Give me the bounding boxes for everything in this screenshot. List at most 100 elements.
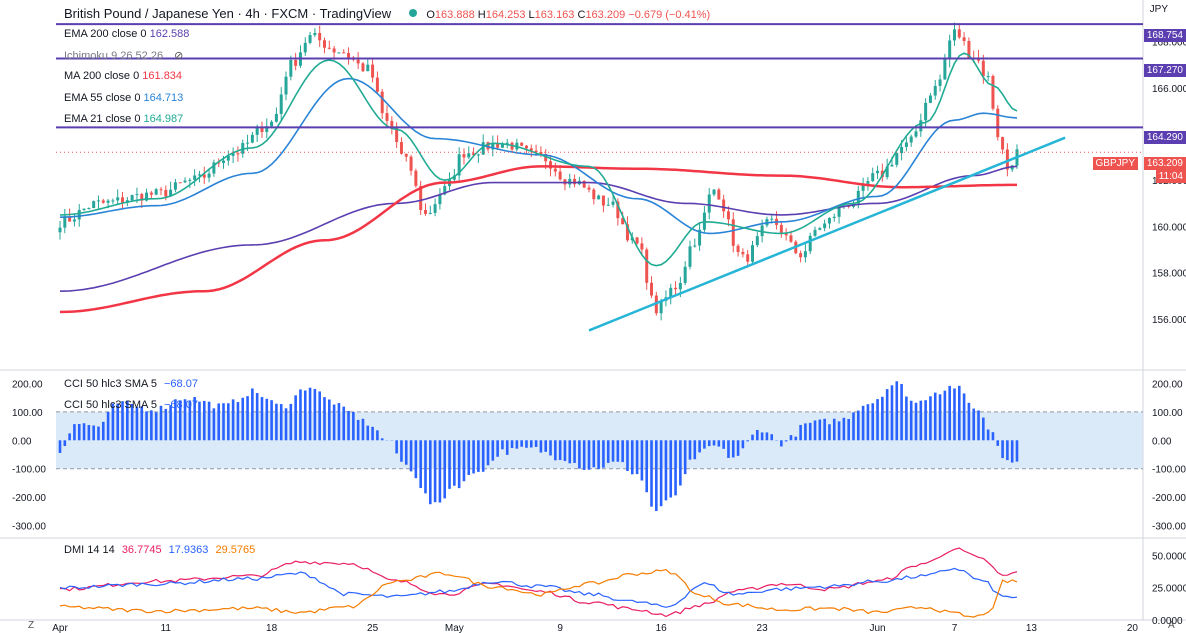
- candle-body: [111, 200, 115, 202]
- candle-body: [726, 211, 730, 220]
- price-tick-label: 160.000: [1152, 222, 1186, 233]
- cci-bar: [794, 436, 798, 441]
- cci-bar: [770, 434, 774, 441]
- cci-left-tick-label: 200.00: [12, 379, 43, 390]
- cci-bar: [404, 440, 408, 465]
- cci-bar: [967, 402, 971, 441]
- candle-body: [318, 32, 322, 41]
- candle-body: [77, 209, 81, 220]
- candle-body: [529, 148, 533, 151]
- zoom-corner-button[interactable]: Z: [28, 620, 35, 631]
- dmi-legend[interactable]: DMI 14 14 36.7745 17.9363 29.5765: [64, 544, 255, 556]
- candle-body: [606, 204, 610, 206]
- cci-bar: [270, 400, 273, 441]
- cci-bar: [361, 418, 365, 441]
- cci-bar: [236, 402, 240, 441]
- auto-scale-button[interactable]: A: [1168, 620, 1175, 631]
- candle-body: [452, 175, 456, 180]
- trend-line[interactable]: [588, 136, 1066, 332]
- cci-bar: [847, 419, 850, 441]
- candle-body: [342, 52, 346, 54]
- ma-line-2[interactable]: [59, 77, 1018, 235]
- cci-bar: [832, 418, 836, 441]
- cci-bar: [111, 403, 115, 441]
- time-tick-label: 20: [1127, 623, 1139, 633]
- hline-price-label-1: 168.754: [1143, 29, 1186, 42]
- cci-bar: [866, 404, 870, 441]
- ma-line-0[interactable]: [59, 165, 1018, 292]
- cci-bar: [558, 440, 562, 461]
- cci-bar: [520, 440, 523, 447]
- candle-body: [986, 75, 990, 77]
- legend-ema55-value: 164.713: [143, 92, 184, 104]
- cci-legend-2[interactable]: CCI 50 hlc3 SMA 5 −68.07: [64, 399, 198, 411]
- legend-ema200[interactable]: EMA 200 close 0 162.588: [64, 28, 189, 40]
- legend-ma200[interactable]: MA 200 close 0 161.834: [64, 70, 182, 82]
- legend-ema55[interactable]: EMA 55 close 0 164.713: [64, 92, 183, 104]
- dmi-line-2[interactable]: [59, 568, 1018, 618]
- candle-body: [943, 59, 947, 80]
- symbol-title: British Pound / Japanese Yen · 4h · FXCM…: [64, 6, 392, 21]
- cci-bar: [347, 410, 350, 441]
- ma-line-1[interactable]: [59, 165, 1017, 314]
- candle-body: [683, 266, 687, 283]
- cci-bar: [356, 419, 360, 441]
- candle-body: [380, 91, 384, 114]
- candle-body: [601, 195, 605, 206]
- cci-left-tick-label: -100.00: [12, 465, 46, 476]
- dmi-line-0[interactable]: [59, 547, 1018, 618]
- cci-bar: [549, 440, 552, 456]
- cci-bar: [938, 394, 942, 441]
- last-price-label: 163.209: [1143, 157, 1186, 170]
- price-tick-label: 168.000: [1152, 38, 1186, 49]
- candle-body: [419, 185, 423, 210]
- candle-body: [395, 128, 399, 143]
- high-label: H: [477, 9, 486, 21]
- cci-bar: [929, 396, 932, 441]
- cci-bar: [977, 410, 980, 441]
- candle-body: [409, 156, 413, 171]
- candle-body: [366, 64, 370, 72]
- cci-bar: [154, 412, 158, 441]
- candle-body: [63, 216, 67, 228]
- legend-ema55-label: EMA 55 close 0: [64, 92, 141, 104]
- time-tick-label: 16: [656, 623, 668, 633]
- cci-bar: [1010, 440, 1014, 463]
- cci-bar: [962, 393, 966, 441]
- candle-body: [948, 40, 952, 60]
- candle-body: [467, 153, 471, 158]
- cci-bar: [400, 440, 403, 462]
- cci-bar: [275, 403, 278, 441]
- cci-legend-1[interactable]: CCI 50 hlc3 SMA 5 −68.07: [64, 378, 198, 390]
- cci-bar: [640, 440, 644, 481]
- cci-bar: [174, 399, 177, 441]
- cci-bar: [722, 440, 725, 449]
- cci-bar: [251, 388, 254, 441]
- cci-bar: [707, 440, 711, 447]
- currency-label[interactable]: JPY: [1149, 4, 1168, 15]
- cci-bar: [630, 440, 634, 475]
- cci-bar: [68, 433, 71, 441]
- candle-body: [895, 153, 899, 165]
- cci-bar: [818, 419, 822, 441]
- legend-ichimoku[interactable]: Ichimoku 9 26 52 26 ⊘: [64, 49, 183, 62]
- cci-bar: [529, 440, 533, 448]
- cci-bar: [126, 400, 129, 441]
- cci-bar: [313, 388, 317, 441]
- eye-hidden-icon[interactable]: ⊘: [174, 50, 184, 62]
- candle-body: [58, 227, 62, 233]
- candle-body: [202, 174, 206, 178]
- candle-body: [159, 189, 163, 191]
- cci-bar: [972, 408, 976, 441]
- cci-bar: [491, 440, 495, 461]
- ma-line-3[interactable]: [59, 52, 1018, 267]
- candle-body: [390, 120, 394, 129]
- time-tick-label: Apr: [52, 623, 68, 633]
- dmi-line-1[interactable]: [59, 567, 1018, 608]
- legend-ichimoku-label: Ichimoku 9 26 52 26: [64, 50, 164, 62]
- cci-bar: [222, 403, 225, 441]
- candle-body: [399, 142, 403, 154]
- legend-ema21[interactable]: EMA 21 close 0 164.987: [64, 113, 183, 125]
- candle-body: [928, 95, 932, 103]
- candle-body: [640, 243, 644, 250]
